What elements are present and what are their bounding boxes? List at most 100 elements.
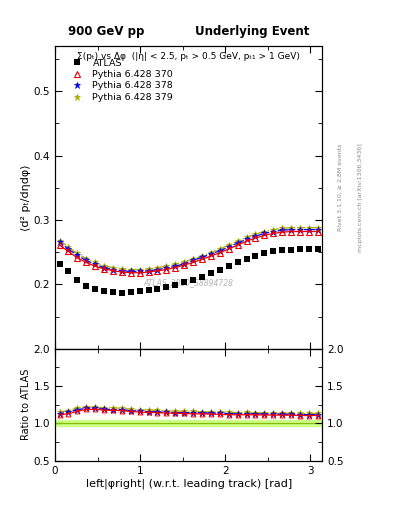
X-axis label: left|φright| (w.r.t. leading track) [rad]: left|φright| (w.r.t. leading track) [rad… [86, 478, 292, 489]
Pythia 6.428 379 [280, 225, 285, 231]
Pythia 6.428 370 [75, 255, 80, 261]
Pythia 6.428 370 [271, 230, 275, 237]
Pythia 6.428 379 [244, 234, 249, 241]
Pythia 6.428 370 [129, 270, 133, 276]
ATLAS [84, 283, 88, 289]
ATLAS [173, 282, 178, 288]
Pythia 6.428 379 [316, 225, 320, 231]
Pythia 6.428 370 [298, 228, 302, 234]
Pythia 6.428 379 [75, 250, 80, 257]
ATLAS [155, 286, 160, 292]
Pythia 6.428 378 [262, 230, 267, 237]
Pythia 6.428 378 [253, 233, 258, 239]
Pythia 6.428 379 [119, 266, 124, 272]
Pythia 6.428 370 [146, 269, 151, 275]
Pythia 6.428 370 [57, 242, 62, 248]
Pythia 6.428 378 [146, 268, 151, 274]
Pythia 6.428 370 [93, 263, 97, 269]
Pythia 6.428 378 [102, 265, 107, 271]
Pythia 6.428 370 [84, 260, 88, 266]
ATLAS [146, 287, 151, 293]
Pythia 6.428 378 [307, 226, 311, 232]
Pythia 6.428 379 [200, 253, 204, 259]
Pythia 6.428 370 [244, 238, 249, 244]
Text: Underlying Event: Underlying Event [195, 26, 309, 38]
Pythia 6.428 379 [235, 238, 240, 244]
Pythia 6.428 378 [129, 268, 133, 274]
Y-axis label: ⟨d² pₜ/dηdφ⟩: ⟨d² pₜ/dηdφ⟩ [21, 164, 31, 231]
Pythia 6.428 379 [164, 263, 169, 269]
ATLAS [298, 246, 302, 252]
ATLAS [209, 270, 213, 276]
Pythia 6.428 379 [271, 226, 275, 232]
Pythia 6.428 379 [191, 256, 195, 262]
Pythia 6.428 379 [289, 225, 294, 231]
ATLAS [57, 261, 62, 267]
Legend: ATLAS, Pythia 6.428 370, Pythia 6.428 378, Pythia 6.428 379: ATLAS, Pythia 6.428 370, Pythia 6.428 37… [65, 57, 175, 104]
ATLAS [262, 250, 267, 257]
ATLAS [75, 277, 80, 283]
ATLAS [217, 267, 222, 273]
Pythia 6.428 370 [66, 248, 71, 254]
Pythia 6.428 379 [155, 265, 160, 271]
Pythia 6.428 370 [137, 270, 142, 276]
Pythia 6.428 379 [84, 255, 88, 262]
Pythia 6.428 370 [280, 229, 285, 235]
Pythia 6.428 370 [110, 268, 115, 274]
Pythia 6.428 378 [164, 265, 169, 271]
ATLAS [182, 280, 187, 286]
ATLAS [93, 286, 97, 292]
ATLAS [200, 273, 204, 280]
Line: Pythia 6.428 378: Pythia 6.428 378 [56, 226, 321, 275]
Pythia 6.428 379 [173, 261, 178, 267]
Text: mcplots.cern.ch [arXiv:1306.3436]: mcplots.cern.ch [arXiv:1306.3436] [358, 143, 363, 252]
Pythia 6.428 370 [191, 260, 195, 266]
Pythia 6.428 378 [66, 246, 71, 252]
ATLAS [307, 246, 311, 252]
Pythia 6.428 370 [226, 246, 231, 252]
Pythia 6.428 378 [155, 266, 160, 272]
Pythia 6.428 378 [75, 252, 80, 259]
Pythia 6.428 378 [191, 258, 195, 264]
Pythia 6.428 370 [316, 228, 320, 234]
Pythia 6.428 370 [307, 228, 311, 234]
Line: Pythia 6.428 370: Pythia 6.428 370 [57, 229, 321, 275]
Pythia 6.428 378 [182, 261, 187, 267]
ATLAS [280, 247, 285, 253]
Pythia 6.428 370 [235, 242, 240, 248]
ATLAS [110, 289, 115, 295]
Pythia 6.428 379 [262, 228, 267, 234]
Pythia 6.428 379 [182, 259, 187, 265]
ATLAS [316, 246, 320, 252]
Pythia 6.428 370 [200, 256, 204, 262]
Pythia 6.428 378 [137, 268, 142, 274]
Pythia 6.428 378 [244, 236, 249, 242]
Pythia 6.428 378 [93, 261, 97, 267]
Pythia 6.428 370 [262, 232, 267, 239]
Pythia 6.428 379 [66, 244, 71, 250]
Pythia 6.428 378 [271, 228, 275, 234]
Pythia 6.428 378 [289, 226, 294, 232]
Pythia 6.428 379 [217, 246, 222, 252]
Pythia 6.428 378 [57, 240, 62, 246]
ATLAS [66, 268, 71, 274]
Pythia 6.428 370 [253, 235, 258, 241]
Pythia 6.428 378 [200, 254, 204, 260]
Pythia 6.428 379 [209, 250, 213, 256]
ATLAS [129, 289, 133, 295]
Pythia 6.428 370 [102, 266, 107, 272]
Pythia 6.428 378 [173, 263, 178, 269]
Pythia 6.428 370 [289, 228, 294, 234]
Pythia 6.428 370 [173, 265, 178, 271]
ATLAS [235, 260, 240, 266]
Pythia 6.428 379 [93, 260, 97, 266]
Pythia 6.428 370 [209, 253, 213, 259]
ATLAS [164, 284, 169, 290]
Pythia 6.428 370 [155, 268, 160, 274]
ATLAS [102, 288, 107, 294]
Pythia 6.428 378 [217, 248, 222, 254]
Pythia 6.428 379 [146, 266, 151, 272]
Pythia 6.428 379 [57, 238, 62, 244]
Pythia 6.428 378 [298, 226, 302, 232]
Text: Σ(pₜ) vs Δφ  (|η| < 2.5, pₜ > 0.5 GeV, pₜ₁ > 1 GeV): Σ(pₜ) vs Δφ (|η| < 2.5, pₜ > 0.5 GeV, pₜ… [77, 52, 300, 61]
